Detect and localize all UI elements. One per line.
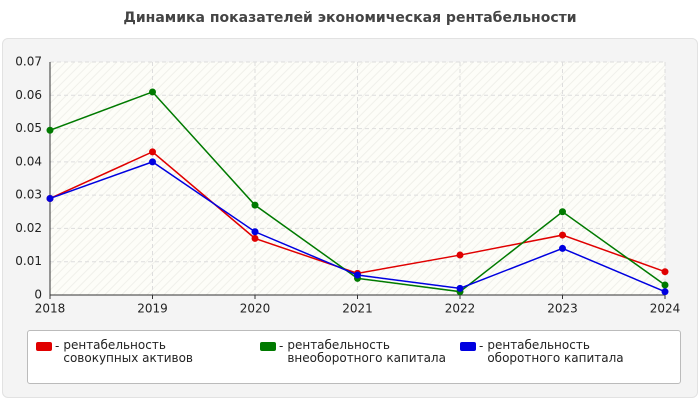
point — [559, 231, 566, 239]
y-tick-label: 0 — [34, 288, 42, 302]
legend-label: рентабельность внеоборотного капитала — [287, 338, 446, 365]
point — [251, 234, 259, 242]
point — [149, 88, 156, 96]
chart-title: Динамика показателей экономическая рента… — [123, 10, 577, 26]
x-tick-label: 2019 — [137, 302, 168, 316]
point — [251, 201, 259, 209]
legend-label: рентабельность оборотного капитала — [487, 338, 624, 365]
y-tick-label: 0.04 — [15, 154, 42, 168]
legend: - рентабельность совокупных активов - рента… — [27, 330, 681, 384]
point — [456, 284, 464, 292]
point — [149, 148, 156, 156]
legend-label: рентабельность совокупных активов — [63, 338, 194, 365]
point — [661, 281, 669, 289]
y-tick-label: 0.02 — [15, 221, 42, 235]
point — [559, 208, 566, 216]
point — [661, 268, 669, 276]
legend-item: - рентабельность совокупных активов — [36, 339, 233, 365]
x-tick-label: 2022 — [445, 302, 476, 316]
legend-dash: - — [479, 339, 484, 353]
point — [456, 251, 464, 259]
legend-swatch — [460, 342, 476, 351]
x-tick-label: 2018 — [35, 302, 66, 316]
point — [354, 271, 361, 279]
legend-item: - рентабельность внеоборотного капитала — [260, 339, 457, 365]
legend-dash: - — [55, 339, 60, 353]
legend-swatch — [36, 342, 52, 351]
legend-swatch — [260, 342, 276, 351]
x-tick-label: 2023 — [547, 302, 578, 316]
legend-item: - рентабельность оборотного капитала — [460, 339, 657, 365]
y-tick-label: 0.06 — [15, 88, 42, 102]
x-tick-label: 2021 — [342, 302, 373, 316]
point — [46, 126, 54, 134]
point — [149, 158, 156, 166]
y-tick-label: 0.07 — [15, 55, 42, 69]
y-tick-label: 0.03 — [15, 188, 42, 202]
x-tick-label: 2020 — [240, 302, 271, 316]
point — [661, 288, 669, 296]
y-tick-label: 0.01 — [15, 254, 42, 268]
legend-dash: - — [279, 339, 284, 353]
y-tick-label: 0.05 — [15, 121, 42, 135]
point — [251, 228, 259, 236]
point — [559, 244, 566, 252]
x-tick-label: 2024 — [650, 302, 681, 316]
point — [46, 194, 54, 202]
